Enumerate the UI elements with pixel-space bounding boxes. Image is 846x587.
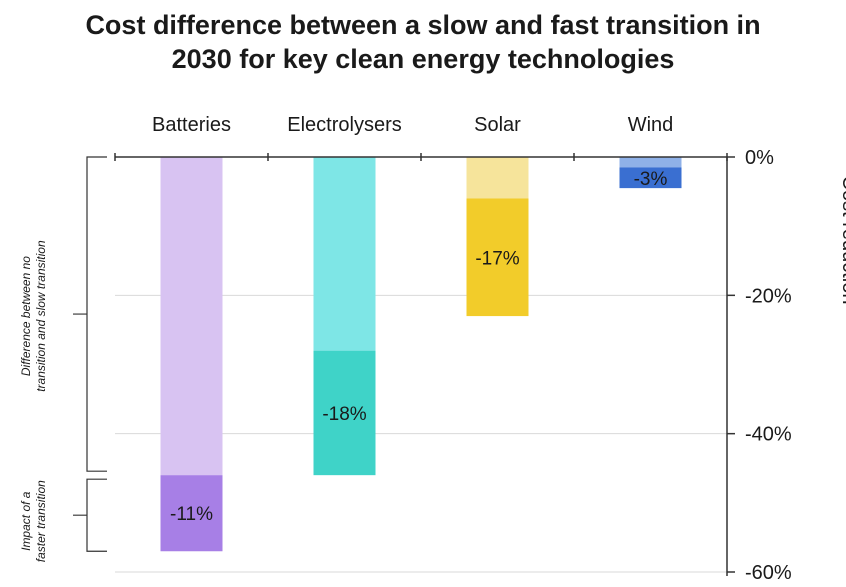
- bar-batteries-series-1: [160, 157, 223, 476]
- category-label-electrolysers: Electrolysers: [287, 114, 401, 136]
- y-tick-label-1: -20%: [745, 285, 792, 307]
- bar-solar-series-2: [466, 198, 529, 317]
- bar-solar-series-1: [466, 157, 529, 199]
- bracket-label-slow-line-2: transition and slow transition: [34, 240, 48, 392]
- data-label-electrolysers: -18%: [322, 404, 366, 425]
- bracket-slow-transition: [73, 156, 107, 472]
- chart-title: Cost difference between a slow and fast …: [0, 8, 846, 76]
- bracket-label-fast-line-2: faster transition: [34, 480, 48, 562]
- data-label-batteries: -11%: [170, 504, 213, 525]
- y-tick-label-0: 0%: [745, 147, 774, 169]
- bracket-fast-transition: [73, 478, 107, 552]
- chart-title-line-2: 2030 for key clean energy technologies: [171, 44, 675, 74]
- data-label-solar: -17%: [475, 248, 519, 269]
- chart-title-line-1: Cost difference between a slow and fast …: [85, 10, 761, 40]
- y-tick-label-3: -60%: [745, 562, 792, 584]
- category-label-batteries: Batteries: [152, 114, 231, 136]
- bar-wind-series-2: [619, 167, 682, 189]
- bar-electrolysers-series-1: [313, 157, 376, 351]
- data-label-wind: -3%: [634, 169, 668, 190]
- bar-batteries-series-2: [160, 475, 223, 552]
- bracket-label-slow-line-1: Difference between no: [19, 256, 33, 376]
- bar-electrolysers-series-2: [313, 350, 376, 476]
- bar-wind-series-1: [619, 157, 682, 168]
- y-tick-label-2: -40%: [745, 424, 792, 446]
- y-axis-title: Cost reduction: [838, 176, 846, 305]
- bracket-label-fast-line-1: Impact of a: [19, 491, 33, 551]
- category-label-solar: Solar: [474, 114, 521, 136]
- category-label-wind: Wind: [628, 114, 674, 136]
